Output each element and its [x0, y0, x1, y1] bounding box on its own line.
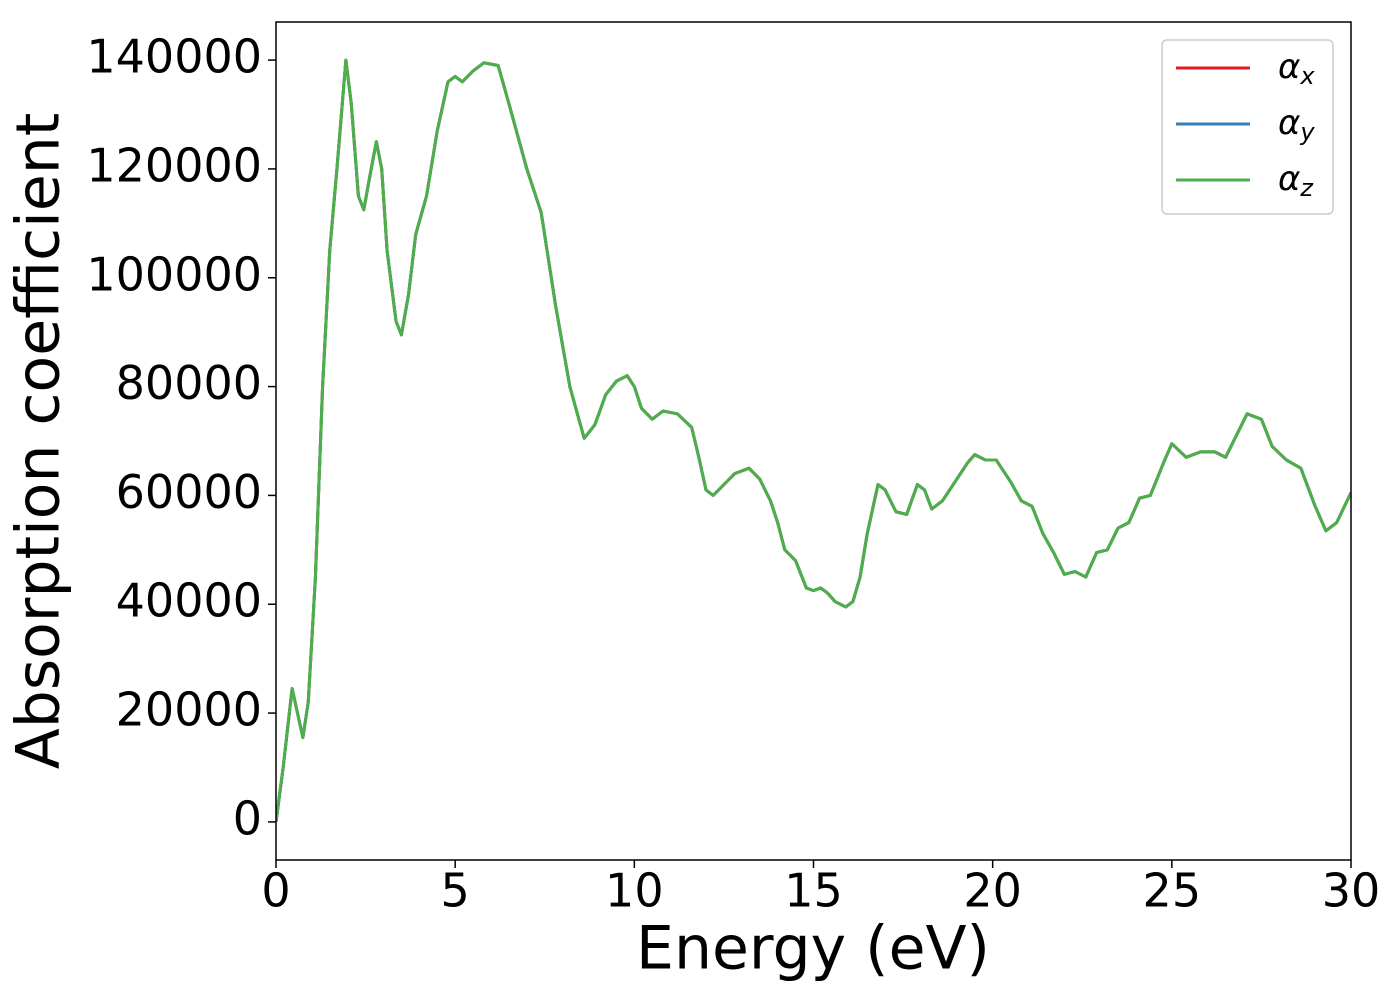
y-tick-label: 0	[233, 791, 262, 845]
x-tick-label: 25	[1143, 864, 1202, 918]
legend-label: αz	[1278, 159, 1314, 203]
legend-box	[1161, 39, 1334, 215]
y-tick-label: 120000	[86, 138, 262, 192]
x-tick-label: 30	[1322, 864, 1381, 918]
y-tick-label: 100000	[86, 247, 262, 301]
x-axis-label: Energy (eV)	[636, 914, 990, 984]
x-tick-label: 5	[441, 864, 470, 918]
x-tick-label: 10	[605, 864, 664, 918]
series-line	[276, 58, 1351, 823]
plot-frame	[275, 21, 1352, 861]
legend-label: αx	[1278, 47, 1315, 91]
y-tick-label: 140000	[86, 30, 262, 84]
y-tick-label: 80000	[116, 356, 262, 410]
x-tick-label: 20	[963, 864, 1022, 918]
y-tick-label: 60000	[116, 465, 262, 519]
y-tick-label: 40000	[116, 574, 262, 628]
y-tick-label: 20000	[116, 683, 262, 737]
legend-label: αy	[1278, 103, 1315, 147]
x-tick-label: 0	[261, 864, 290, 918]
y-axis-label: Absorption coefficient	[4, 113, 74, 770]
x-tick-label: 15	[784, 864, 843, 918]
